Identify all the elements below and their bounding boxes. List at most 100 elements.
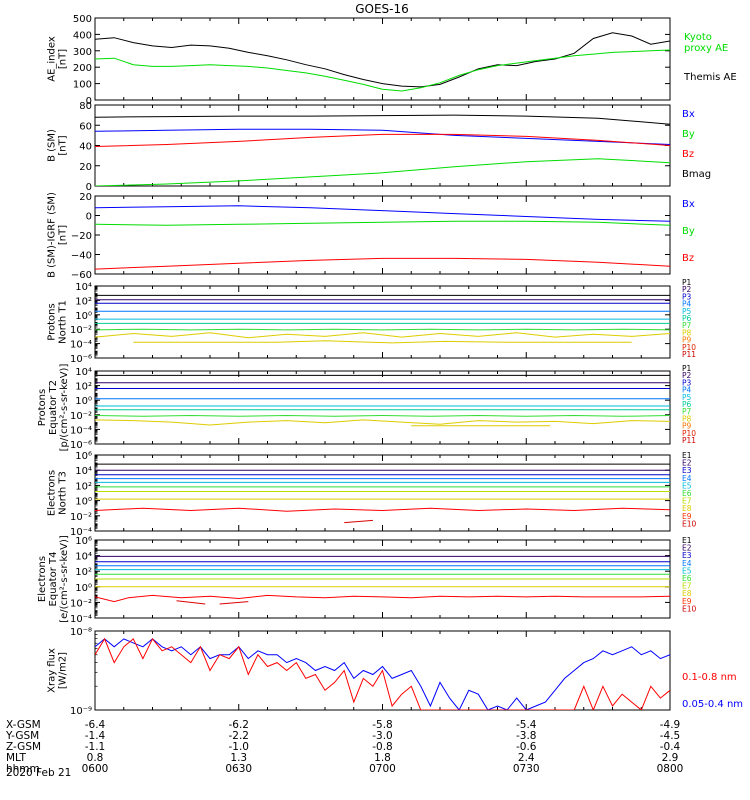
y-tick-label: 100 <box>73 80 92 91</box>
footer-row-label: Y-GSM <box>5 730 39 742</box>
footer-value: 0800 <box>657 763 684 775</box>
y-tick-label: 10⁻⁸ <box>70 627 92 638</box>
footer-row-label: hhmm <box>6 763 40 775</box>
legend-entry: E4 <box>682 559 692 568</box>
y-axis-label: North T1 <box>58 300 69 344</box>
series-line-p8 <box>95 332 670 339</box>
chart-title: GOES-16 <box>355 2 409 16</box>
series-line-p8 <box>95 419 670 426</box>
y-tick-label: 10² <box>75 382 92 393</box>
legend-entry: 0.1-0.8 nm <box>682 672 737 683</box>
y-tick-label: 10⁰ <box>75 497 92 508</box>
y-axis-label: [nT] <box>58 225 69 245</box>
y-tick-label: 10⁻² <box>70 512 92 523</box>
series-line-e10b <box>219 601 249 605</box>
date-label: 2020 Feb 21 <box>6 767 71 779</box>
footer-value: -4.5 <box>660 730 681 742</box>
y-tick-label: 10⁰ <box>75 583 92 594</box>
legend-entry: P6 <box>682 314 692 323</box>
series-line-0-1-0-8-nm <box>95 637 670 710</box>
series-line-e10 <box>344 519 373 524</box>
y-axis-label: Xray flux <box>47 648 58 693</box>
series-line-bx <box>95 205 670 222</box>
legend-entry: E9 <box>682 512 692 521</box>
y-tick-label: 0 <box>86 212 92 223</box>
series-line-e9 <box>95 507 670 512</box>
y-axis-label: [p/(cm²-s-sr-keV)] <box>59 364 70 452</box>
legend-entry: E1 <box>682 536 692 545</box>
legend-entry: P9 <box>682 422 692 431</box>
footer-value: -5.8 <box>372 719 393 731</box>
series-line-e9 <box>95 594 670 603</box>
legend-entry: E3 <box>682 551 692 560</box>
legend-entry: P5 <box>682 307 692 316</box>
legend-entry: P3 <box>682 378 692 387</box>
legend-entry: proxy AE <box>684 43 728 54</box>
y-tick-label: 10⁻⁴ <box>70 425 92 436</box>
legend-entry: By <box>682 129 695 140</box>
legend-entry: P5 <box>682 393 692 402</box>
y-tick-label: 20 <box>79 192 92 203</box>
footer-value: 0630 <box>225 763 252 775</box>
footer-value: 0730 <box>513 763 540 775</box>
footer-value: 2.4 <box>518 752 535 764</box>
y-axis-label: AE_index <box>47 36 58 82</box>
y-tick-label: 10⁻² <box>70 598 92 609</box>
y-tick-label: −60 <box>71 270 92 281</box>
y-tick-label: 10⁻⁶ <box>70 354 92 365</box>
legend-entry: P8 <box>682 328 692 337</box>
panel-frame <box>94 285 671 359</box>
y-tick-label: 10⁰ <box>75 311 92 322</box>
legend-entry: E2 <box>682 544 692 553</box>
legend-entry: P2 <box>682 285 692 294</box>
footer-value: 0600 <box>82 763 109 775</box>
series-line-bmag <box>95 114 670 125</box>
footer-value: 0700 <box>369 763 396 775</box>
y-axis-label: Electrons <box>47 470 58 516</box>
series-line-by <box>95 158 670 186</box>
legend-entry: P11 <box>682 350 696 359</box>
legend-entry: P1 <box>682 364 692 373</box>
footer-value: -3.0 <box>372 730 393 742</box>
legend-entry: E5 <box>682 481 692 490</box>
legend-entry: Themis AE <box>683 72 737 83</box>
legend-entry: E7 <box>682 497 692 506</box>
footer-value: 2.9 <box>662 752 679 764</box>
y-axis-label: B (SM)-IGRF (SM) <box>47 192 58 278</box>
y-tick-label: 400 <box>73 30 92 41</box>
footer-value: -5.4 <box>516 719 537 731</box>
y-tick-label: 500 <box>73 14 92 25</box>
legend-entry: P10 <box>682 429 696 438</box>
legend-entry: Bz <box>682 253 694 264</box>
legend-entry: P4 <box>682 300 692 309</box>
y-tick-label: 10⁻⁹ <box>70 706 92 717</box>
panel-protons-north-t1: 10⁻⁶ 10⁻⁴ 10⁻² 10⁰ 10² 10⁴ Protons North T1 P1P2… <box>47 278 697 365</box>
y-axis-label: [W/m2] <box>58 652 69 689</box>
y-tick-label: 10² <box>75 296 92 307</box>
y-tick-label: 300 <box>73 47 92 58</box>
legend-entry: Bmag <box>682 169 711 180</box>
y-tick-label: 10⁶ <box>75 536 92 547</box>
legend-entry: E8 <box>682 589 692 598</box>
footer-value: -1.4 <box>85 730 106 742</box>
legend-entry: P2 <box>682 371 692 380</box>
series-line-themis-ae <box>95 32 670 88</box>
y-tick-label: 10² <box>75 567 92 578</box>
legend-entry: E1 <box>682 451 692 460</box>
footer-value: -3.8 <box>516 730 537 742</box>
footer-value: -6.2 <box>229 719 250 731</box>
legend-entry: Bx <box>682 109 695 120</box>
panel-b-minus-igrf: −60 −40 −20 0 20 B (SM)-IGRF (SM) [nT] Bx By Bz <box>47 192 695 281</box>
y-tick-label: 10⁻⁴ <box>70 340 92 351</box>
y-tick-label: 0 <box>86 96 92 107</box>
y-axis-label: [e/(cm²-s-sr-keV)] <box>59 535 70 623</box>
legend-entry: P1 <box>682 278 692 287</box>
legend-entry: P11 <box>682 436 696 445</box>
y-tick-label: 0 <box>86 182 92 193</box>
footer-value: -0.6 <box>516 741 537 753</box>
legend-entry: E8 <box>682 504 692 513</box>
y-axis-label: [nT] <box>58 135 69 155</box>
legend-entry: P6 <box>682 400 692 409</box>
footer-row-label: Z-GSM <box>6 741 41 753</box>
